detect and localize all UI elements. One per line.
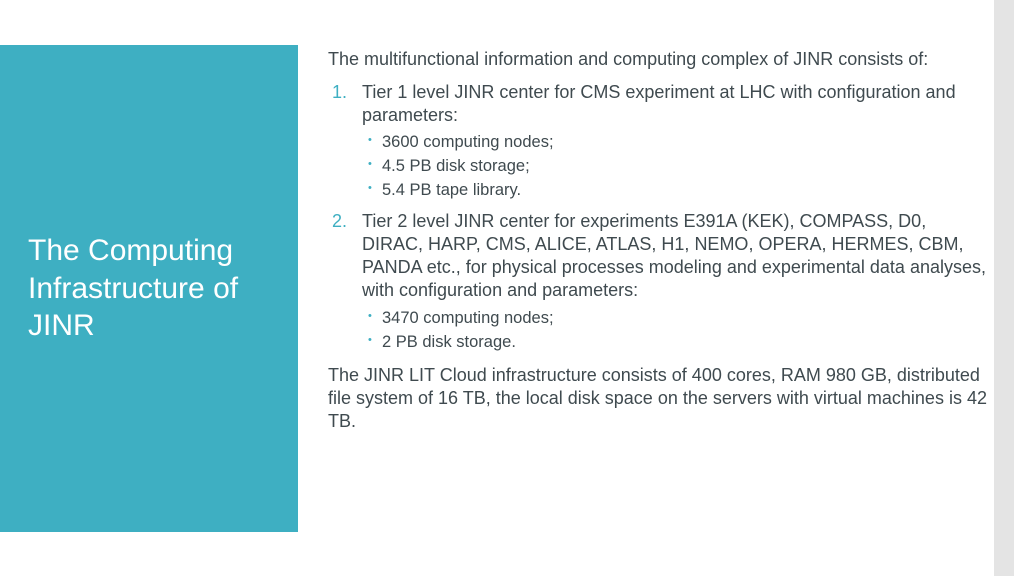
content-area: The multifunctional information and comp… (298, 0, 1024, 576)
item-text: Tier 2 level JINR center for experiments… (362, 211, 986, 300)
sub-list: 3470 computing nodes; 2 PB disk storage. (362, 307, 988, 354)
intro-text: The multifunctional information and comp… (328, 48, 988, 71)
list-item: Tier 2 level JINR center for experiments… (328, 210, 988, 353)
list-item: Tier 1 level JINR center for CMS experim… (328, 81, 988, 202)
title-sidebar: The Computing Infrastructure of JINR (0, 45, 298, 532)
sub-item: 4.5 PB disk storage; (362, 155, 988, 178)
sub-item: 3600 computing nodes; (362, 131, 988, 154)
sub-item: 5.4 PB tape library. (362, 179, 988, 202)
sub-item: 2 PB disk storage. (362, 331, 988, 354)
slide-title: The Computing Infrastructure of JINR (28, 232, 276, 345)
item-text: Tier 1 level JINR center for CMS experim… (362, 82, 956, 125)
scrollbar-track (994, 0, 1014, 576)
sub-item: 3470 computing nodes; (362, 307, 988, 330)
sub-list: 3600 computing nodes; 4.5 PB disk storag… (362, 131, 988, 202)
closing-text: The JINR LIT Cloud infrastructure consis… (328, 364, 988, 433)
numbered-list: Tier 1 level JINR center for CMS experim… (328, 81, 988, 354)
